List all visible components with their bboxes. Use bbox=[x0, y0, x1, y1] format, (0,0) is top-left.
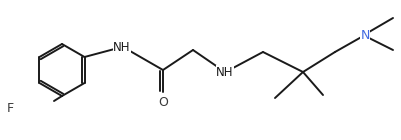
Text: N: N bbox=[359, 29, 369, 41]
Text: NH: NH bbox=[216, 66, 233, 79]
Text: F: F bbox=[7, 102, 14, 115]
Text: O: O bbox=[158, 95, 168, 108]
Text: NH: NH bbox=[113, 40, 130, 53]
